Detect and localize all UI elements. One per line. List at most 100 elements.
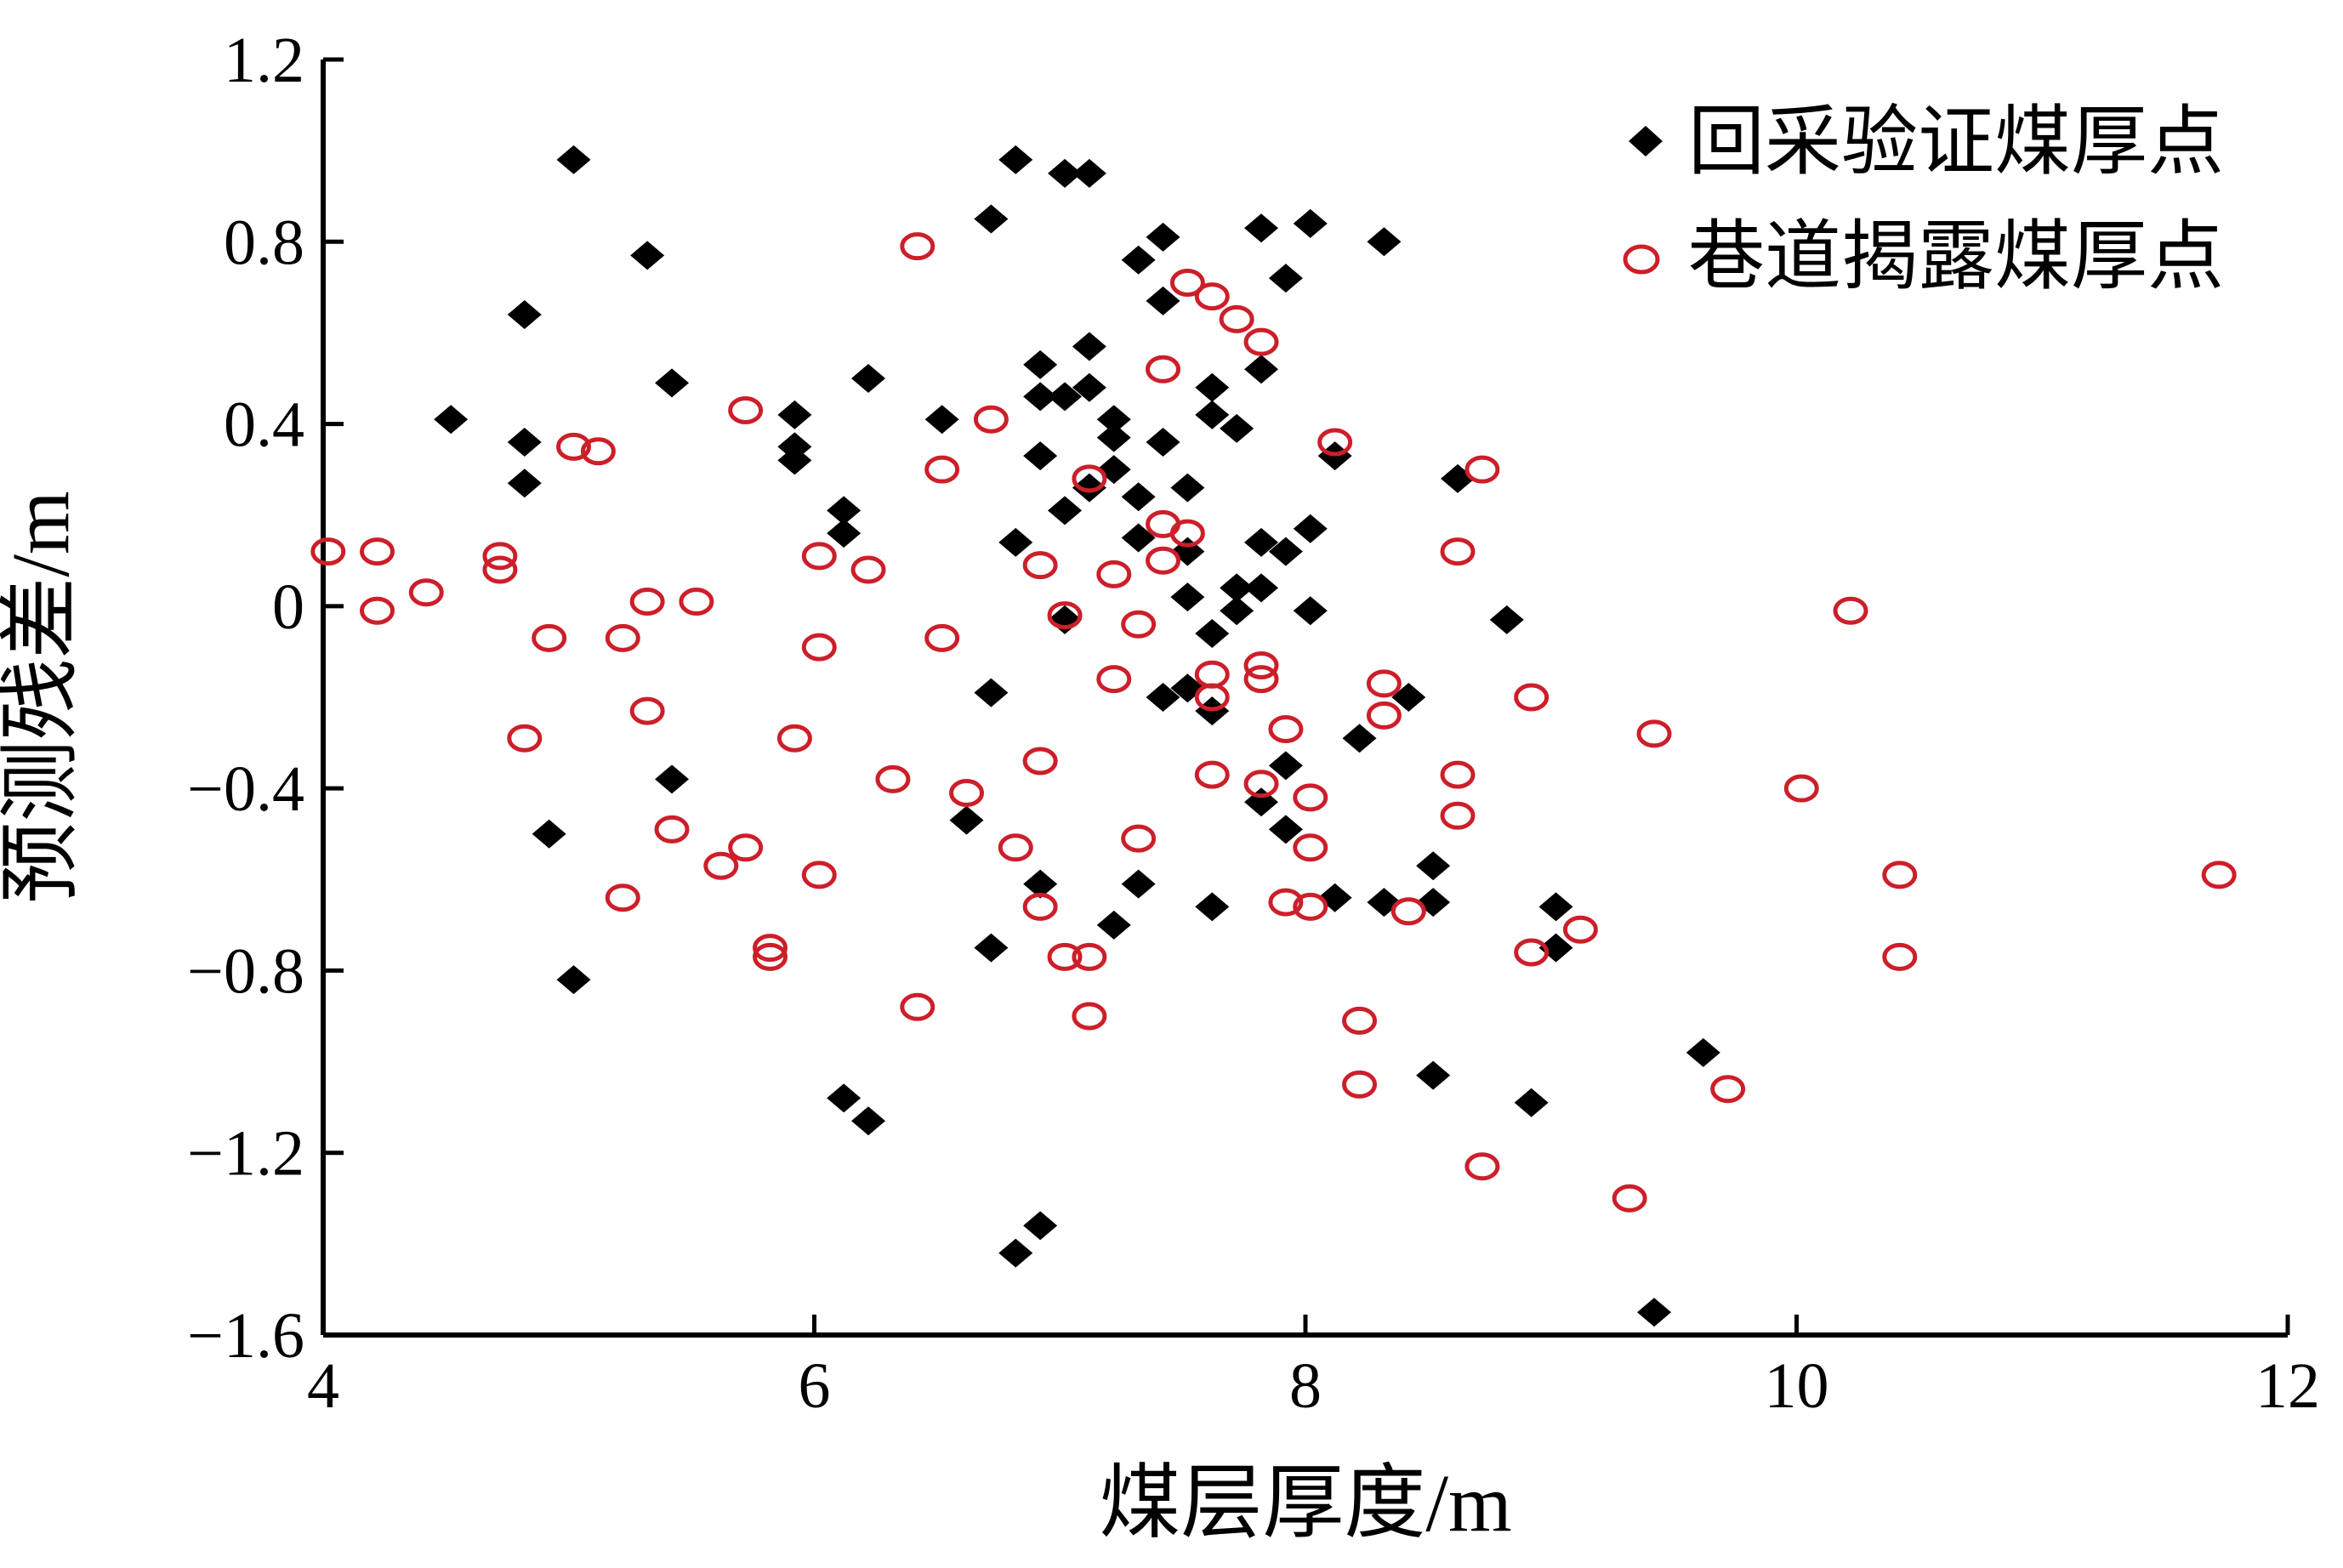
data-point-diamond: [949, 805, 984, 835]
data-point-circle: [875, 764, 911, 793]
data-point-diamond: [1244, 355, 1279, 384]
data-point-diamond: [1268, 537, 1303, 566]
data-point-circle: [949, 779, 985, 807]
data-point-diamond: [777, 446, 812, 475]
y-tick-label: 0.4: [224, 389, 304, 461]
data-point-diamond: [1293, 208, 1328, 238]
data-point-circle: [1612, 1184, 1647, 1213]
data-point-circle: [1022, 747, 1058, 775]
data-point-circle: [1072, 1002, 1107, 1031]
data-point-diamond: [1072, 372, 1106, 402]
data-point-diamond: [1096, 405, 1131, 435]
data-point-circle: [1514, 683, 1550, 712]
data-point-diamond: [1538, 892, 1573, 922]
data-point-diamond: [1121, 869, 1156, 899]
data-point-diamond: [1023, 382, 1058, 412]
data-point-diamond: [998, 145, 1033, 174]
y-tick-label: 0.8: [224, 207, 304, 278]
data-point-diamond: [1023, 869, 1058, 899]
data-point-circle: [776, 724, 812, 753]
data-point-diamond: [974, 678, 1009, 707]
data-point-diamond: [1170, 473, 1205, 503]
data-point-circle: [1243, 327, 1279, 356]
data-point-diamond: [1048, 382, 1083, 412]
data-point-diamond: [1391, 683, 1426, 712]
data-point-circle: [1096, 560, 1132, 588]
legend-marker-circle: [1623, 244, 1660, 275]
data-point-circle: [1464, 1152, 1500, 1181]
data-point-diamond: [1367, 227, 1402, 257]
data-point-diamond: [1121, 482, 1156, 512]
data-point-circle: [1096, 665, 1132, 694]
data-point-circle: [482, 555, 518, 584]
ticks: 4 6 8 10 12 1.2 0.8 0.4 0 −0.4 −0.8 −1.2 −1.6: [187, 25, 2320, 1422]
data-point-circle: [1440, 760, 1476, 789]
data-point-diamond: [434, 405, 469, 435]
data-point-circle: [998, 833, 1033, 862]
data-point-diamond: [1268, 815, 1303, 844]
data-point-diamond: [1072, 332, 1106, 361]
data-point-circle: [973, 405, 1009, 434]
data-point-circle: [1440, 801, 1476, 830]
data-point-circle: [1636, 719, 1672, 748]
data-point-diamond: [1023, 1211, 1058, 1241]
data-point-circle: [482, 542, 518, 571]
data-point-diamond: [1244, 527, 1279, 557]
data-point-circle: [1710, 1075, 1746, 1104]
data-point-circle: [1072, 464, 1107, 493]
data-point-circle: [360, 596, 395, 625]
y-tick-label: −1.6: [187, 1300, 304, 1372]
data-point-circle: [1514, 938, 1550, 967]
data-point-circle: [1440, 537, 1476, 566]
data-point-circle: [1268, 888, 1304, 917]
x-tick-label: 10: [1765, 1350, 1829, 1422]
data-point-diamond: [851, 1106, 886, 1136]
data-point-circle: [1243, 665, 1279, 694]
data-point-circle: [310, 537, 346, 566]
data-point-circle: [1293, 833, 1328, 862]
data-point-diamond: [1195, 372, 1230, 402]
data-point-circle: [801, 542, 837, 571]
data-point-circle: [1464, 455, 1500, 484]
data-point-circle: [629, 696, 665, 725]
x-tick-label: 6: [799, 1350, 831, 1422]
data-point-circle: [1121, 824, 1157, 853]
data-point-circle: [753, 934, 788, 963]
legend-label-0: 回采验证煤厚点: [1688, 100, 2224, 185]
legend-item-1: 巷道揭露煤厚点: [1623, 215, 2224, 299]
y-tick-label: −0.4: [187, 753, 304, 825]
data-point-circle: [753, 942, 788, 971]
data-point-diamond: [974, 933, 1009, 963]
data-point-circle: [1194, 282, 1230, 311]
data-point-diamond: [1096, 910, 1131, 940]
data-point-circle: [801, 633, 837, 662]
series-1: [310, 232, 2237, 1213]
data-point-circle: [1833, 596, 1868, 625]
data-point-diamond: [827, 496, 862, 526]
data-point-circle: [556, 432, 592, 461]
data-point-diamond: [1244, 213, 1279, 243]
data-point-diamond: [1342, 724, 1377, 753]
data-point-diamond: [1146, 683, 1180, 712]
data-point-diamond: [998, 527, 1033, 557]
data-point-diamond: [655, 764, 690, 794]
data-point-diamond: [1195, 892, 1230, 922]
data-point-circle: [1268, 715, 1304, 743]
data-point-circle: [605, 623, 640, 652]
data-point-circle: [1342, 1006, 1378, 1035]
data-point-circle: [1390, 897, 1426, 926]
x-tick-label: 4: [307, 1350, 339, 1422]
data-point-diamond: [1637, 1298, 1672, 1327]
data-point-circle: [1342, 1070, 1378, 1099]
y-tick-label: 0: [272, 571, 304, 643]
data-point-circle: [1047, 942, 1083, 971]
data-point-diamond: [1293, 514, 1328, 543]
data-point-circle: [1022, 551, 1058, 580]
data-point-diamond: [507, 428, 542, 457]
legend-item-0: 回采验证煤厚点: [1629, 100, 2224, 185]
data-point-diamond: [507, 300, 542, 329]
data-point-circle: [900, 992, 935, 1021]
data-point-circle: [924, 623, 960, 652]
data-point-circle: [360, 537, 395, 566]
data-point-circle: [1293, 783, 1328, 812]
